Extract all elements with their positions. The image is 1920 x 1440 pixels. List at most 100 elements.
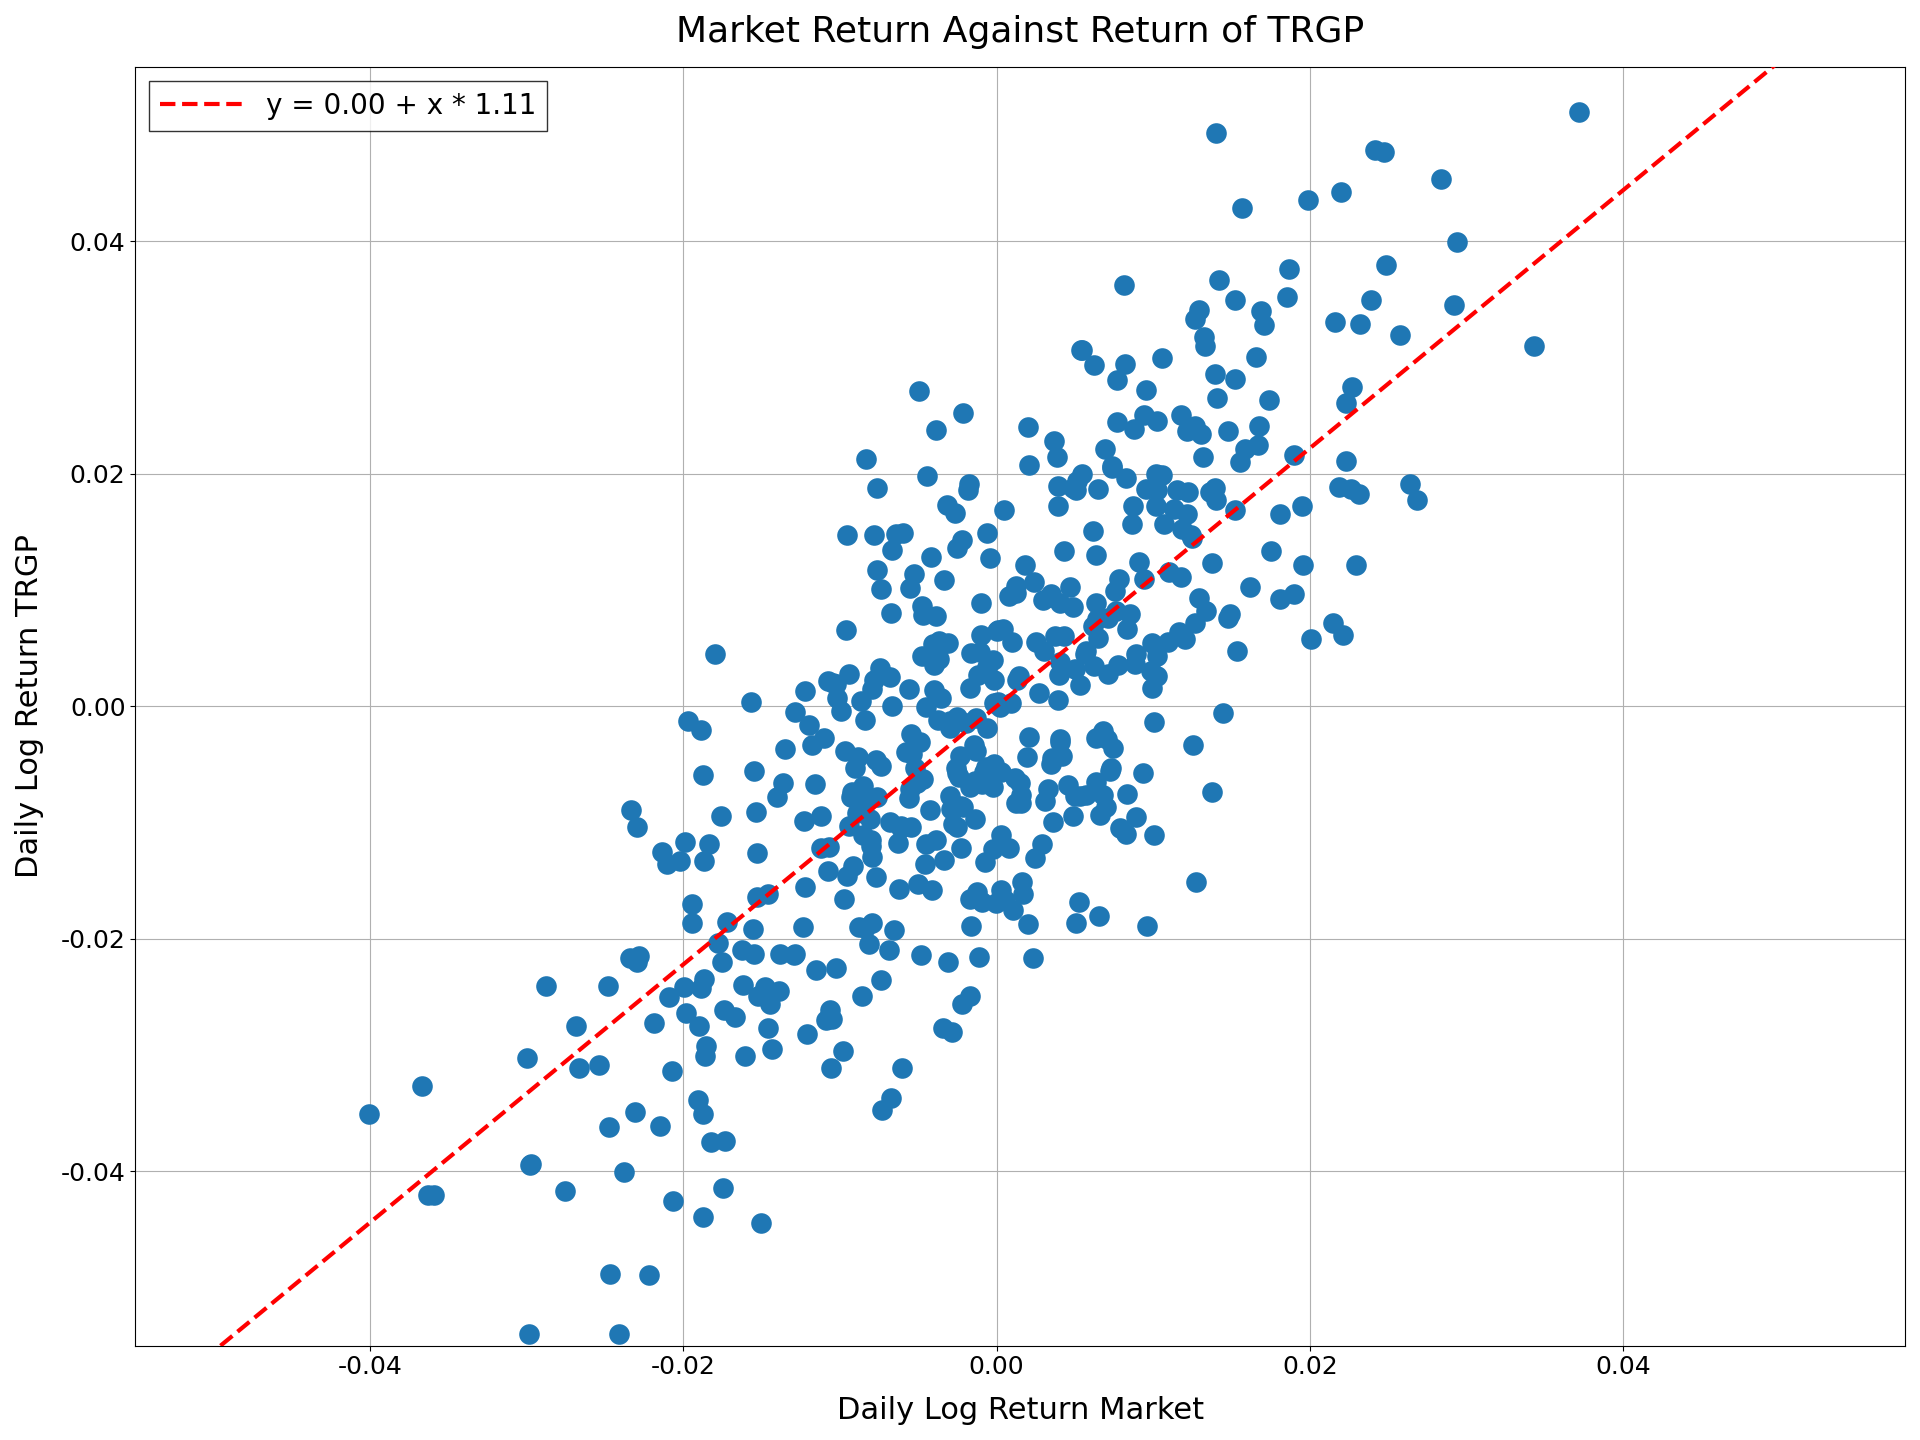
Point xyxy=(687,1103,718,1126)
Point xyxy=(906,943,937,966)
Point xyxy=(1012,744,1043,768)
Point xyxy=(822,672,852,696)
Point xyxy=(920,418,950,441)
Point xyxy=(847,985,877,1008)
Point xyxy=(1096,757,1127,780)
Point xyxy=(979,668,1010,691)
Point xyxy=(1091,438,1121,461)
Point xyxy=(874,811,904,834)
Point xyxy=(952,478,983,501)
Point xyxy=(964,946,995,969)
Point xyxy=(854,932,885,955)
Point xyxy=(910,696,941,719)
Title: Market Return Against Return of TRGP: Market Return Against Return of TRGP xyxy=(676,14,1365,49)
Point xyxy=(1033,778,1064,801)
Point xyxy=(1096,456,1127,480)
Point xyxy=(1142,664,1173,687)
Point xyxy=(1169,628,1200,651)
Point xyxy=(530,975,561,998)
Point xyxy=(916,878,947,901)
Point xyxy=(970,755,1000,778)
Point xyxy=(910,852,941,876)
Point xyxy=(876,539,906,562)
Point xyxy=(885,814,916,837)
Point xyxy=(1327,624,1357,647)
Point xyxy=(1023,681,1054,704)
Point xyxy=(1244,415,1275,438)
Point xyxy=(1094,760,1125,783)
Point xyxy=(1068,338,1098,361)
Point xyxy=(1256,540,1286,563)
Point xyxy=(1039,625,1069,648)
Point xyxy=(1081,543,1112,566)
Point xyxy=(1200,477,1231,500)
Point xyxy=(1148,513,1179,536)
Point xyxy=(1200,363,1231,386)
Point xyxy=(1137,677,1167,700)
Point xyxy=(1117,513,1148,536)
Point xyxy=(897,723,927,746)
Point xyxy=(943,706,973,729)
Point xyxy=(906,595,937,618)
Point xyxy=(854,808,885,831)
Point xyxy=(1331,449,1361,472)
Point xyxy=(851,917,881,940)
Point xyxy=(609,1161,639,1184)
Point xyxy=(968,890,998,913)
Point xyxy=(1079,354,1110,377)
Point xyxy=(977,838,1008,861)
Point xyxy=(1039,429,1069,452)
Point xyxy=(895,786,925,809)
Point xyxy=(1008,883,1039,906)
Point xyxy=(989,498,1020,521)
Point xyxy=(962,880,993,903)
Point xyxy=(1010,553,1041,576)
Point xyxy=(862,477,893,500)
Point xyxy=(605,1322,636,1345)
Point xyxy=(780,942,810,965)
Point xyxy=(515,1152,545,1175)
Point xyxy=(910,832,941,855)
Point xyxy=(1219,498,1250,521)
Point xyxy=(1006,792,1037,815)
Point xyxy=(1371,253,1402,276)
Point xyxy=(1219,367,1250,390)
Point xyxy=(889,521,920,544)
Point xyxy=(856,845,887,868)
Point xyxy=(837,780,868,804)
Point xyxy=(1331,392,1361,415)
Point xyxy=(672,710,703,733)
Point xyxy=(906,645,937,668)
Point xyxy=(1319,311,1350,334)
Point xyxy=(1012,913,1043,936)
Point xyxy=(856,912,887,935)
Point xyxy=(1286,494,1317,517)
Point xyxy=(924,648,954,671)
Point xyxy=(797,733,828,756)
Point xyxy=(981,619,1012,642)
Point xyxy=(1208,701,1238,724)
Point xyxy=(881,523,912,546)
Point xyxy=(753,883,783,906)
Point xyxy=(1129,403,1160,426)
Point xyxy=(862,559,893,582)
Point xyxy=(1356,289,1386,312)
Point xyxy=(737,917,768,940)
Point xyxy=(793,1022,824,1045)
Point xyxy=(1194,480,1225,503)
Point xyxy=(689,1045,720,1068)
Point xyxy=(407,1074,438,1097)
Point xyxy=(1119,652,1150,675)
Point xyxy=(620,1100,651,1123)
Point xyxy=(927,1017,958,1040)
Point xyxy=(1027,589,1058,612)
Point xyxy=(1131,914,1162,937)
Point xyxy=(1384,323,1415,346)
Point xyxy=(1006,783,1037,806)
Point xyxy=(687,1205,718,1228)
Point xyxy=(1054,576,1085,599)
Point xyxy=(751,975,781,998)
Point xyxy=(943,816,973,840)
Point xyxy=(563,1056,593,1079)
Point xyxy=(801,772,831,795)
